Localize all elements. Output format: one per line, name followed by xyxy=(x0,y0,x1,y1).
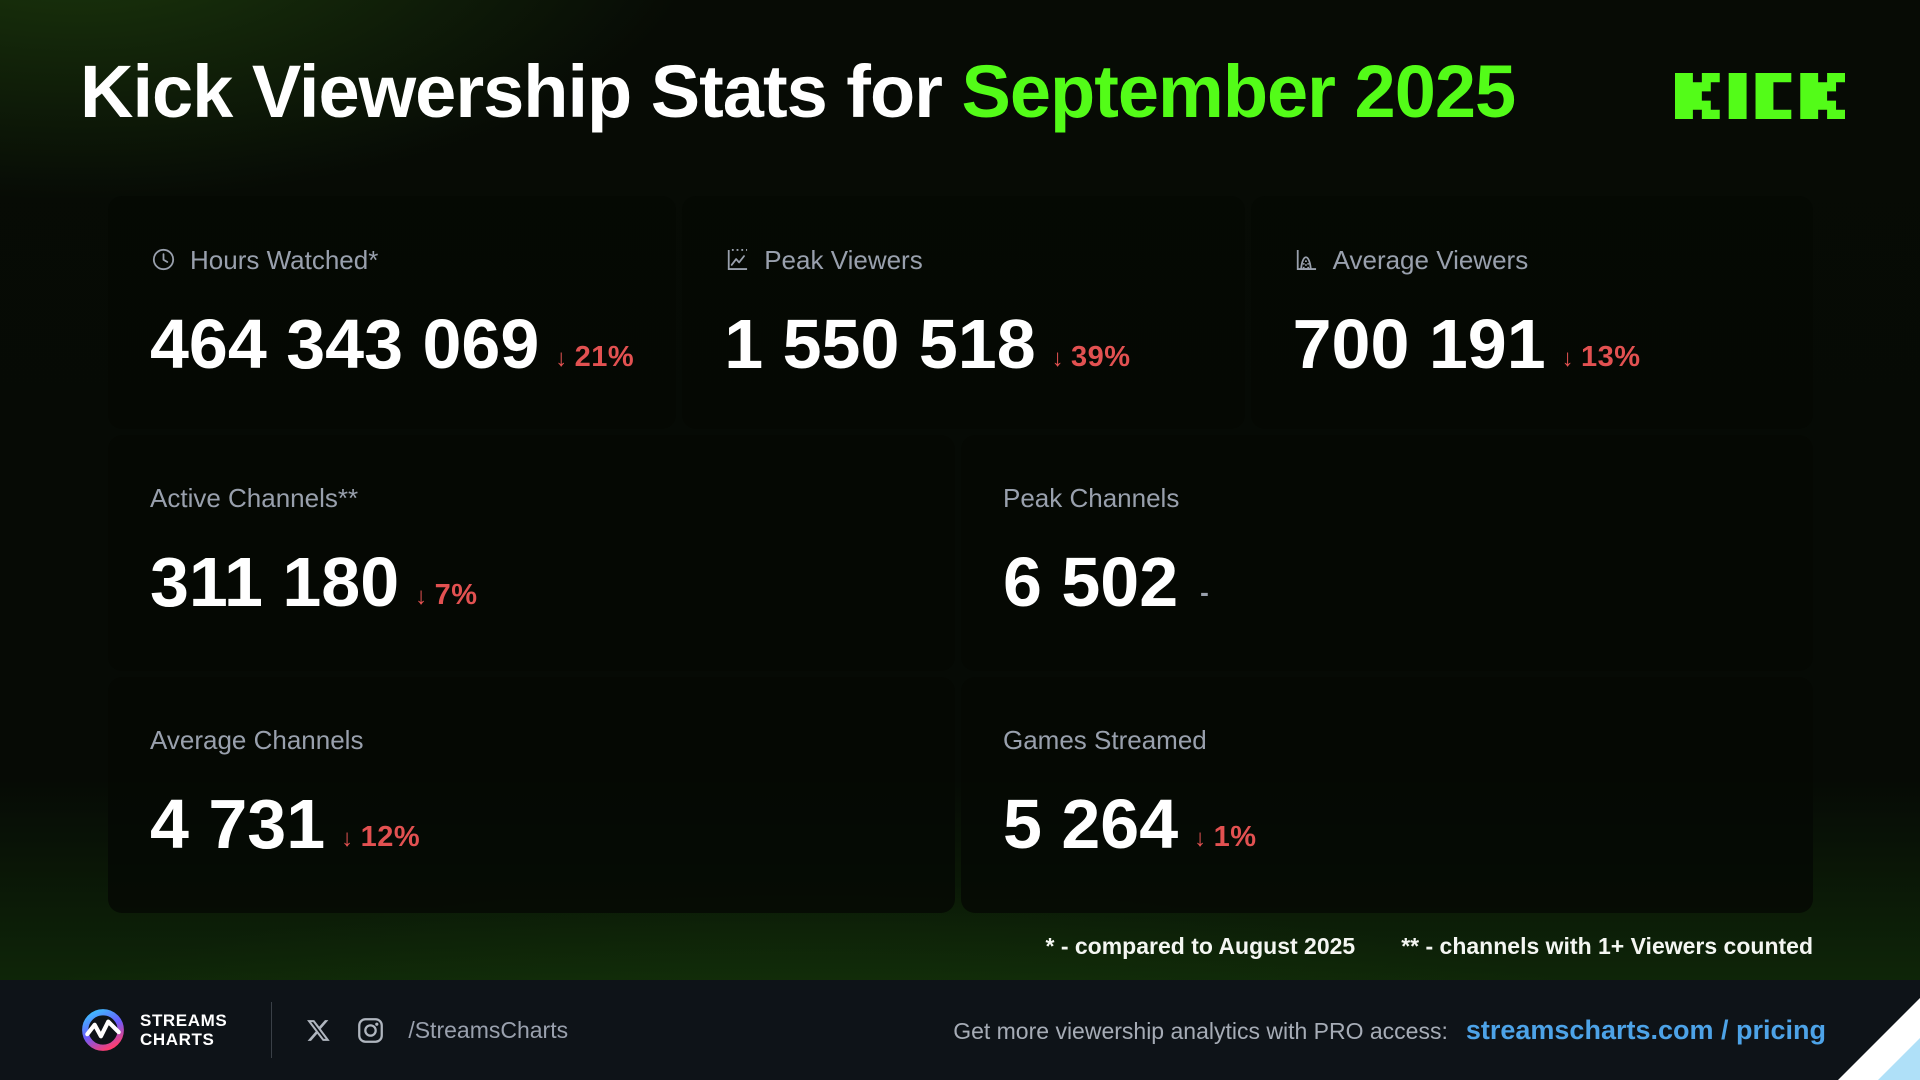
stats-row-3: Average Channels 4 731 12% Games Streame… xyxy=(108,677,1813,913)
kick-logo xyxy=(1675,73,1845,119)
footer-bar: STREAMS CHARTS /StreamsCharts Get more v… xyxy=(0,980,1920,1080)
stat-change: 13% xyxy=(1562,341,1641,379)
pro-access-cta: Get more viewership analytics with PRO a… xyxy=(953,1015,1840,1046)
header: Kick Viewership Stats for September 2025 xyxy=(80,55,1845,129)
x-twitter-icon[interactable] xyxy=(306,1018,331,1043)
clock-icon xyxy=(152,248,175,271)
stat-label: Hours Watched* xyxy=(190,244,379,275)
stat-label: Games Streamed xyxy=(1003,725,1207,755)
stat-label: Peak Viewers xyxy=(764,244,923,275)
stat-card-active-channels: Active Channels** 311 180 7% xyxy=(108,435,955,671)
stat-label: Average Channels xyxy=(150,725,364,755)
footnote-compared: * - compared to August 2025 xyxy=(1045,933,1356,959)
stats-row-2: Active Channels** 311 180 7% Peak Channe… xyxy=(108,435,1813,671)
footnotes: * - compared to August 2025 ** - channel… xyxy=(1045,933,1813,960)
stat-value-row: 464 343 069 21% xyxy=(150,309,634,379)
streams-charts-wordmark: STREAMS CHARTS xyxy=(140,1011,227,1049)
social-handle[interactable]: /StreamsCharts xyxy=(408,1016,569,1043)
cta-text: Get more viewership analytics with PRO a… xyxy=(953,1017,1448,1044)
stat-value-row: 6 502 - xyxy=(1003,547,1771,617)
stat-card-hours-watched: Hours Watched* 464 343 069 21% xyxy=(108,196,677,429)
stat-card-header: Peak Channels xyxy=(1003,485,1771,511)
footer-divider xyxy=(271,1002,273,1058)
stat-card-header: Games Streamed xyxy=(1003,727,1771,753)
line-chart-icon xyxy=(728,249,748,270)
streams-charts-logo xyxy=(82,1009,124,1051)
stat-card-peak-channels: Peak Channels 6 502 - xyxy=(961,435,1813,671)
brand-line-2: CHARTS xyxy=(140,1030,215,1049)
stat-card-peak-viewers: Peak Viewers 1 550 518 39% xyxy=(682,196,1245,429)
stat-card-games-streamed: Games Streamed 5 264 1% xyxy=(961,677,1813,913)
stat-label: Peak Channels xyxy=(1003,483,1180,513)
stat-card-average-channels: Average Channels 4 731 12% xyxy=(108,677,955,913)
brand-line-1: STREAMS xyxy=(140,1011,228,1030)
instagram-icon[interactable] xyxy=(357,1017,384,1044)
pricing-link[interactable]: streamscharts.com / pricing xyxy=(1465,1014,1826,1045)
stat-value: 700 191 xyxy=(1292,305,1546,383)
stat-card-header: Peak Viewers xyxy=(724,246,1202,273)
stats-grid: Hours Watched* 464 343 069 21% Peak View… xyxy=(108,196,1813,913)
stat-value: 4 731 xyxy=(150,785,326,863)
stat-change: 12% xyxy=(341,821,420,859)
stat-card-header: Hours Watched* xyxy=(150,246,634,273)
stat-value-row: 4 731 12% xyxy=(150,789,913,859)
stat-label: Active Channels** xyxy=(150,483,359,513)
stat-change: 7% xyxy=(415,579,477,617)
page-title: Kick Viewership Stats for September 2025 xyxy=(80,55,1516,129)
stats-row-1: Hours Watched* 464 343 069 21% Peak View… xyxy=(108,196,1813,429)
stat-value: 311 180 xyxy=(150,543,400,621)
stat-change: - xyxy=(1200,577,1210,607)
bar-chart-icon xyxy=(1296,249,1316,270)
title-month: September 2025 xyxy=(961,50,1517,133)
stat-value: 464 343 069 xyxy=(150,305,540,383)
stat-value-row: 311 180 7% xyxy=(150,547,913,617)
stat-value: 6 502 xyxy=(1003,543,1179,621)
stat-card-header: Average Channels xyxy=(150,727,913,753)
stat-value-row: 1 550 518 39% xyxy=(724,309,1202,379)
stat-card-average-viewers: Average Viewers 700 191 13% xyxy=(1250,196,1813,429)
stat-value-row: 700 191 13% xyxy=(1293,309,1771,379)
stat-value: 1 550 518 xyxy=(724,305,1036,383)
stat-label: Average Viewers xyxy=(1332,244,1529,275)
stat-card-header: Average Viewers xyxy=(1293,246,1771,273)
stat-change: 21% xyxy=(555,341,634,379)
title-prefix: Kick Viewership Stats for xyxy=(80,50,962,133)
stat-change: 39% xyxy=(1052,341,1131,379)
footnote-channels: ** - channels with 1+ Viewers counted xyxy=(1401,933,1813,959)
stat-value-row: 5 264 1% xyxy=(1003,789,1771,859)
stat-value: 5 264 xyxy=(1003,785,1179,863)
corner-decoration xyxy=(1838,998,1920,1080)
stat-change: 1% xyxy=(1194,821,1256,859)
stat-card-header: Active Channels** xyxy=(150,485,913,511)
